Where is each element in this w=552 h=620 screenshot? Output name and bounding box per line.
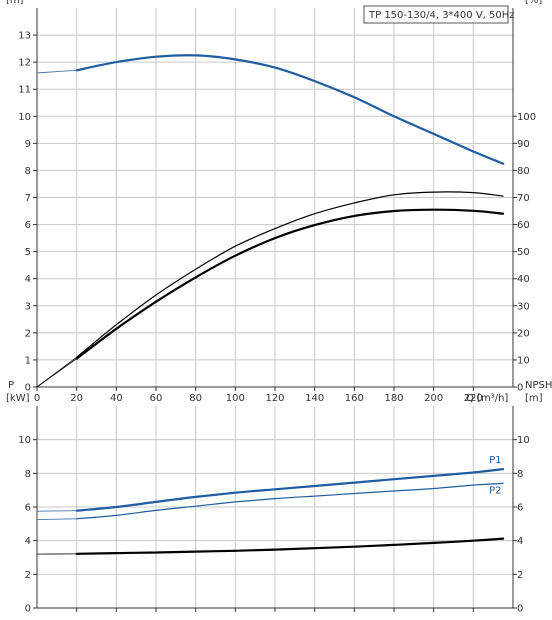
right-axis-tick-label: 40 (517, 274, 530, 285)
x-axis-tick-label: 40 (110, 393, 123, 404)
series-line (75, 54, 505, 165)
right-axis-tick-label: 80 (517, 166, 530, 177)
left-axis-tick-label: 7 (25, 193, 31, 204)
left-axis-tick-label: 2 (25, 328, 31, 339)
right-axis-unit: [%] (525, 0, 542, 6)
right-axis-tick-label: 10 (517, 355, 530, 366)
x-axis-tick-label: 20 (70, 393, 83, 404)
series-line (75, 208, 505, 360)
left-axis-tick-label: 6 (25, 220, 31, 231)
series-line-extension (36, 510, 77, 512)
right-axis-tick-label: 20 (517, 328, 530, 339)
left-axis-tick-label: 13 (18, 31, 31, 42)
left-axis-tick-label: 8 (25, 469, 31, 480)
left-axis-tick-label: 9 (25, 139, 31, 150)
upper-plot: 0123456789101112130102030405060708090100… (6, 0, 542, 404)
title-box (363, 5, 509, 24)
left-axis-label: P (8, 380, 14, 391)
left-axis-tick-label: 12 (18, 58, 31, 69)
right-axis-tick-label: 30 (517, 301, 530, 312)
x-axis-tick-label: 180 (384, 393, 403, 404)
right-axis-tick-label: 6 (517, 503, 523, 514)
right-axis-tick-label: 70 (517, 193, 530, 204)
right-axis-tick-label: 4 (517, 536, 523, 547)
x-axis-tick-label: 0 (34, 393, 40, 404)
left-axis-tick-label: 10 (18, 112, 31, 123)
right-axis-tick-label: 60 (517, 220, 530, 231)
left-axis-tick-label: 0 (25, 383, 31, 394)
left-axis-tick-label: 1 (25, 355, 31, 366)
x-axis-tick-label: 60 (150, 393, 163, 404)
left-axis-tick-label: 4 (25, 536, 31, 547)
left-axis-tick-label: 4 (25, 274, 31, 285)
right-axis-tick-label: 90 (517, 139, 530, 150)
x-axis-tick-label: 160 (345, 393, 364, 404)
x-axis-tick-label: 200 (424, 393, 443, 404)
series-line (75, 468, 505, 512)
x-axis-tick-label: 120 (265, 393, 284, 404)
left-axis-unit: [m] (6, 0, 24, 6)
series-line-extension (36, 358, 77, 388)
title-box-group: TP 150-130/4, 3*400 V, 50Hz (363, 5, 515, 24)
series-line (75, 537, 505, 555)
right-axis-tick-label: 8 (517, 469, 523, 480)
right-axis-unit: [m] (525, 393, 543, 404)
series-line-extension (36, 518, 77, 521)
left-axis-tick-label: 5 (25, 247, 31, 258)
series-line (76, 482, 504, 520)
x-axis-tick-label: 100 (226, 393, 245, 404)
series-line (76, 191, 504, 358)
left-axis-tick-label: 8 (25, 166, 31, 177)
series-line-extension (36, 69, 77, 74)
x-axis-tick-label: 140 (305, 393, 324, 404)
right-axis-tick-label: 100 (517, 112, 536, 123)
right-axis-tick-label: 0 (517, 383, 523, 394)
x-axis-tick-label: 220 (464, 393, 483, 404)
right-axis-tick-label: 10 (517, 435, 530, 446)
left-axis-tick-label: 0 (25, 604, 31, 615)
title-text: TP 150-130/4, 3*400 V, 50Hz (368, 10, 515, 21)
x-axis-tick-label: 80 (189, 393, 202, 404)
right-axis-tick-label: 2 (517, 570, 523, 581)
series-label: P1 (489, 455, 501, 466)
left-axis-unit: [kW] (6, 393, 30, 404)
left-axis-tick-label: 10 (18, 435, 31, 446)
right-axis-tick-label: 0 (517, 604, 523, 615)
left-axis-tick-label: 11 (18, 85, 31, 96)
left-axis-tick-label: 3 (25, 301, 31, 312)
right-axis-tick-label: 50 (517, 247, 530, 258)
left-axis-tick-label: 6 (25, 503, 31, 514)
left-axis-tick-label: 2 (25, 570, 31, 581)
right-axis-label: NPSH (525, 380, 552, 391)
series-label: P2 (489, 485, 501, 496)
x-axis-label: Q [m³/h] (466, 393, 508, 404)
